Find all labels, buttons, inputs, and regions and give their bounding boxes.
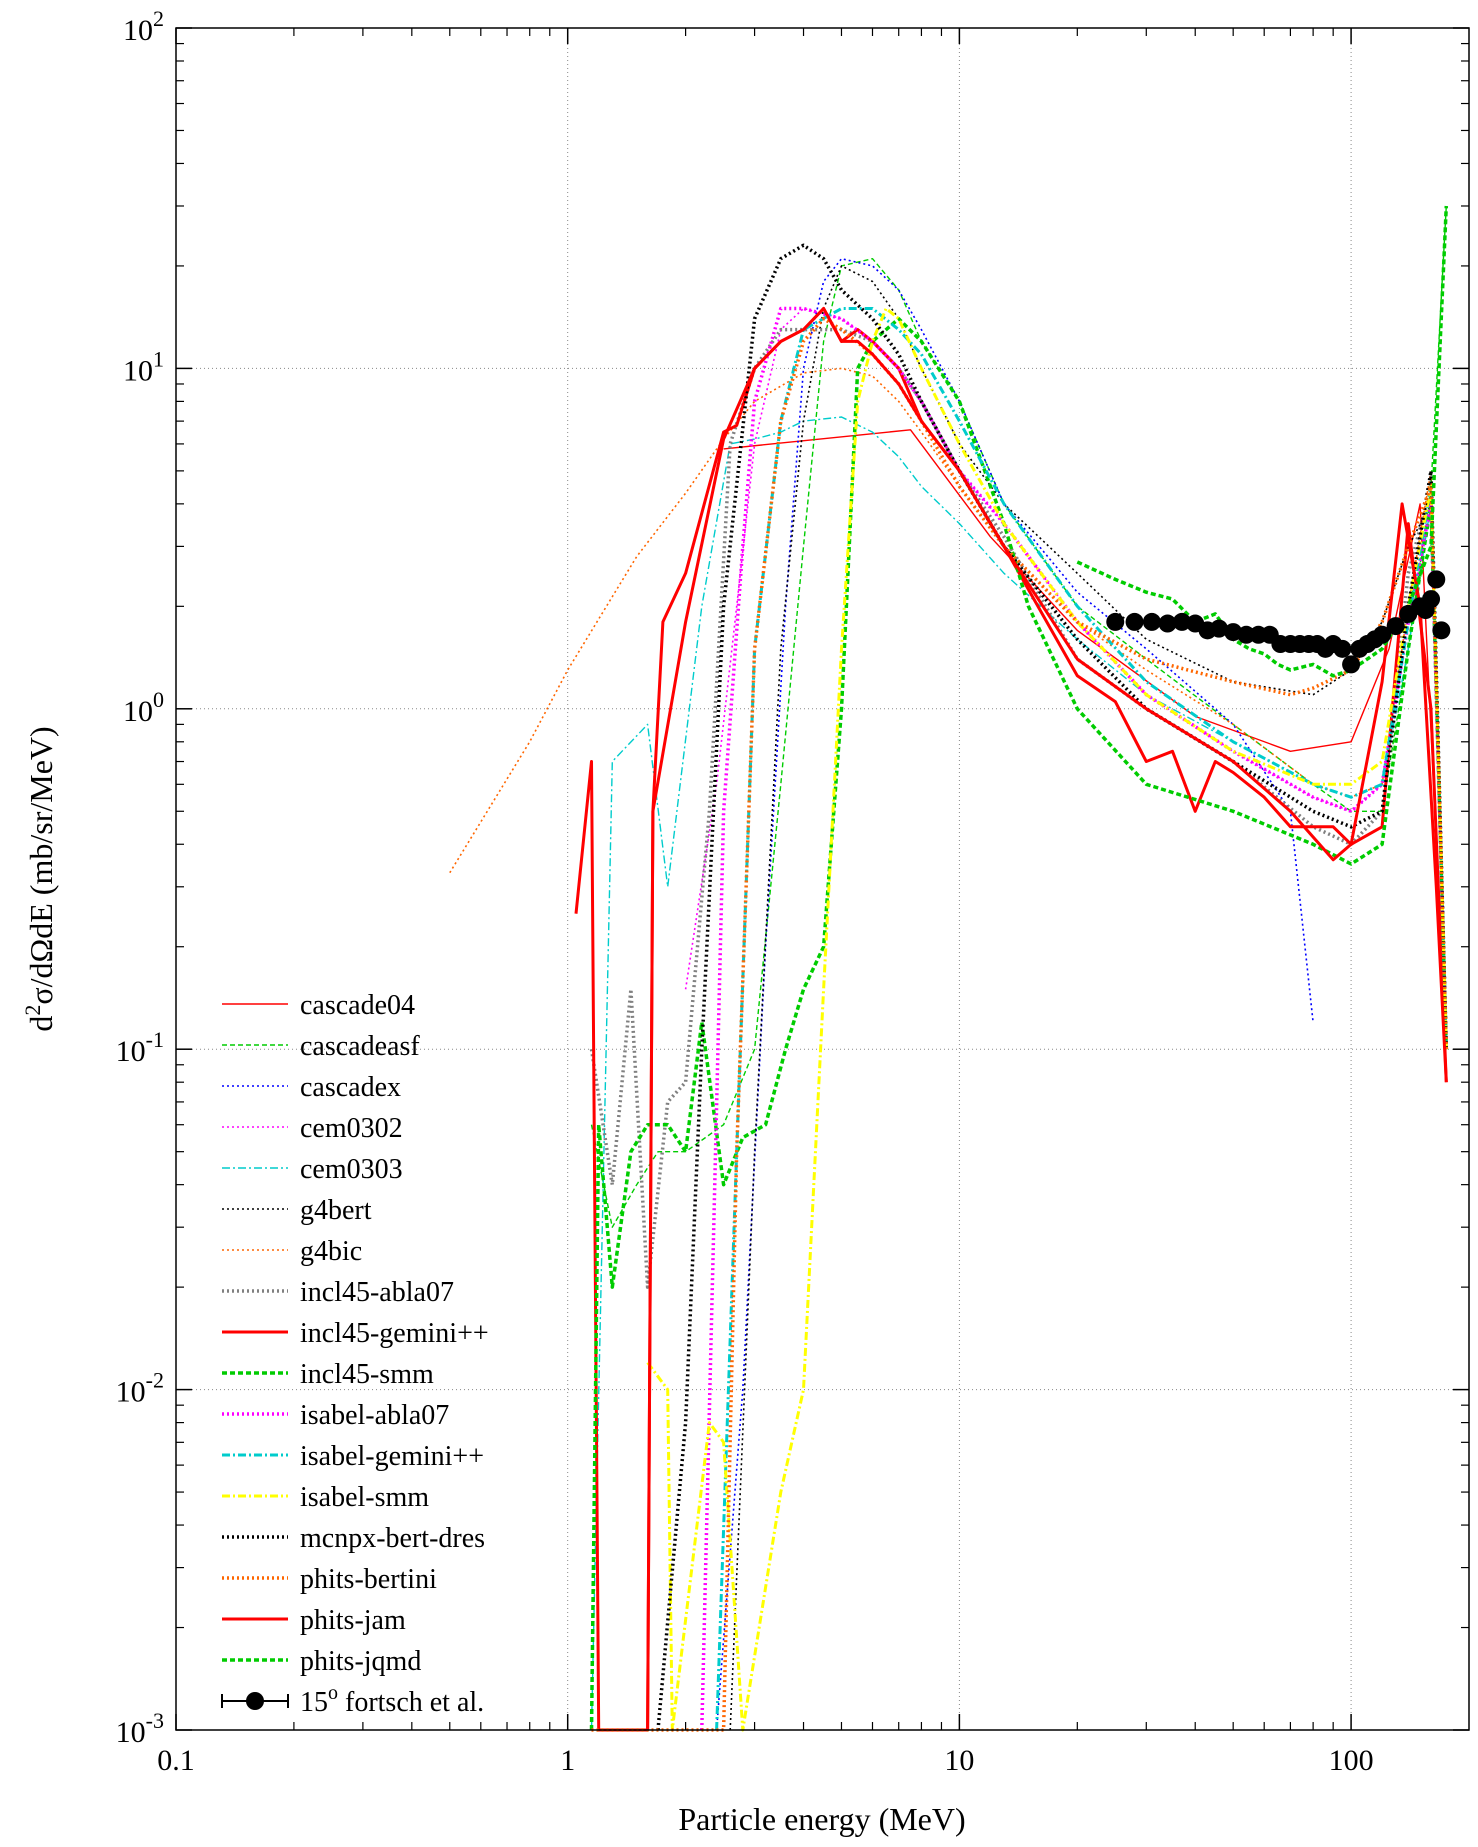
y-tick-label: 101 bbox=[123, 346, 164, 387]
data-point bbox=[1158, 614, 1177, 633]
legend-label: cem0303 bbox=[300, 1154, 403, 1185]
legend-label: phits-jam bbox=[300, 1605, 406, 1636]
data-point bbox=[1342, 655, 1361, 674]
y-tick-label: 100 bbox=[123, 687, 164, 728]
series-line-phits-jqmd bbox=[1076, 205, 1449, 678]
legend-label: cem0302 bbox=[300, 1113, 403, 1144]
legend-label: mcnpx-bert-dres bbox=[300, 1523, 485, 1554]
legend-label-experiment: 15o fortsch et al. bbox=[300, 1682, 484, 1718]
series-line-isabel-smm bbox=[646, 307, 1448, 1732]
series-line-isabel-abla07 bbox=[700, 306, 1449, 1731]
data-point bbox=[1386, 617, 1405, 636]
data-point bbox=[1209, 619, 1228, 638]
legend-label: cascade04 bbox=[300, 990, 415, 1021]
data-point bbox=[1427, 570, 1446, 589]
legend-label: cascadex bbox=[300, 1072, 401, 1103]
legend-label: phits-jqmd bbox=[300, 1646, 421, 1677]
legend-label: cascadeasf bbox=[300, 1031, 420, 1062]
series-line-isabel-gemini++ bbox=[715, 307, 1448, 1731]
legend-label: g4bic bbox=[300, 1236, 362, 1267]
series-layer bbox=[449, 205, 1449, 1732]
legend-label: incl45-abla07 bbox=[300, 1277, 454, 1308]
legend-label: incl45-smm bbox=[300, 1359, 434, 1390]
data-point bbox=[1422, 590, 1441, 609]
x-tick-label: 0.1 bbox=[157, 1744, 195, 1777]
series-line-cascade04 bbox=[723, 429, 1447, 1050]
y-axis-label: d2σ/dΩdE (mb/sr/MeV) bbox=[20, 726, 59, 1031]
series-line-cascadex bbox=[715, 257, 1314, 1731]
points-layer bbox=[1106, 570, 1451, 674]
legend-label: incl45-gemini++ bbox=[300, 1318, 489, 1349]
series-line-incl45-smm bbox=[589, 316, 1449, 1731]
legend-label: isabel-gemini++ bbox=[300, 1441, 484, 1472]
data-point bbox=[1333, 639, 1352, 658]
y-tick-label: 10-3 bbox=[116, 1708, 164, 1749]
y-tick-label: 10-2 bbox=[116, 1368, 164, 1409]
y-tick-label: 10-1 bbox=[116, 1027, 164, 1068]
data-point bbox=[1432, 621, 1451, 640]
series-line-cem0302 bbox=[684, 307, 1448, 1050]
x-axis-label: Particle energy (MeV) bbox=[678, 1801, 965, 1837]
x-tick-label: 10 bbox=[944, 1744, 974, 1777]
legend-label: phits-bertini bbox=[300, 1564, 437, 1595]
series-line-mcnpx-bert-dres bbox=[656, 243, 1449, 1731]
legend-marker bbox=[246, 1692, 264, 1710]
series-line-phits-bertini bbox=[591, 316, 1449, 1732]
data-point bbox=[1142, 612, 1161, 631]
plot-frame bbox=[175, 27, 1470, 1731]
data-point bbox=[1106, 612, 1125, 631]
legend: cascade04 cascadeasf cascadex cem0302 cem030… bbox=[221, 990, 489, 1718]
legend-label: isabel-abla07 bbox=[300, 1400, 449, 1431]
series-line-phits-jam bbox=[646, 307, 1448, 1731]
x-tick-label: 1 bbox=[560, 1744, 575, 1777]
ticks-layer: 0.1 1 10 100 10-3 10-2 10-1 100 101 102 bbox=[116, 6, 1469, 1777]
series-line-g4bert bbox=[729, 265, 1448, 1731]
data-point bbox=[1373, 625, 1392, 644]
x-tick-label: 100 bbox=[1329, 1744, 1374, 1777]
data-point bbox=[1172, 612, 1191, 631]
legend-label: g4bert bbox=[300, 1195, 372, 1226]
legend-label: isabel-smm bbox=[300, 1482, 429, 1513]
y-tick-label: 102 bbox=[123, 6, 164, 47]
series-line-cem0303 bbox=[590, 416, 1447, 1731]
data-point bbox=[1125, 612, 1144, 631]
series-line-g4bic bbox=[449, 367, 1448, 1050]
